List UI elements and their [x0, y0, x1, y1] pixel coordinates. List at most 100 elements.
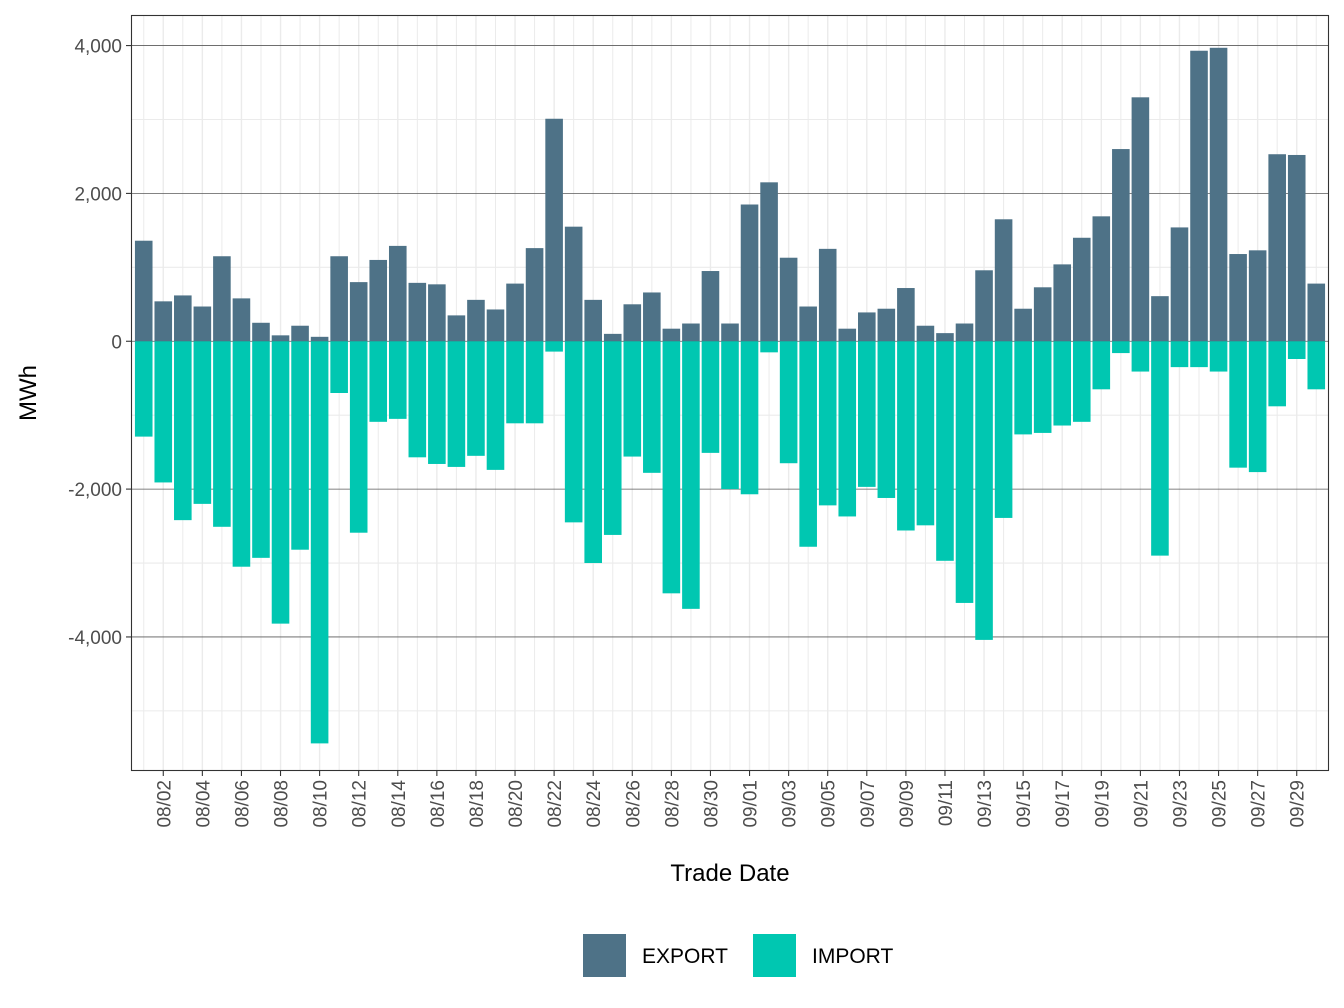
bar-import-09-04	[799, 341, 817, 547]
legend-label-import: IMPORT	[812, 945, 893, 968]
bar-export-08-02	[154, 301, 173, 342]
bar-export-09-23	[1170, 227, 1189, 342]
bar-import-09-07	[858, 341, 876, 487]
bar-export-08-20	[506, 283, 524, 342]
bar-export-09-20	[1112, 149, 1130, 342]
bar-import-09-10	[916, 341, 935, 526]
bar-export-08-24	[584, 299, 602, 342]
bar-export-09-09	[897, 288, 915, 342]
bar-import-09-24	[1190, 341, 1208, 368]
x-tick-label: 08/24	[584, 780, 605, 828]
x-tick-label: 09/23	[1170, 780, 1191, 828]
bar-export-09-08	[877, 308, 896, 342]
x-tick-label: 09/19	[1092, 780, 1113, 828]
bar-export-08-30	[701, 271, 720, 342]
bar-import-08-23	[564, 341, 583, 523]
y-tick-label: 0	[111, 332, 122, 353]
bar-export-09-01	[740, 204, 759, 342]
y-tick-label: -2,000	[68, 480, 122, 501]
bar-export-08-31	[721, 323, 739, 342]
x-axis-title: Trade Date	[670, 860, 789, 887]
bar-export-08-07	[252, 322, 270, 342]
bar-import-09-17	[1053, 341, 1072, 426]
bar-export-09-11	[936, 333, 954, 342]
x-tick-label: 08/12	[350, 780, 371, 828]
bar-import-09-20	[1112, 341, 1130, 354]
bar-import-08-26	[623, 341, 642, 457]
bar-import-08-15	[408, 341, 427, 458]
y-axis: 4,000 2,000 0 -2,000 -4,000	[68, 37, 132, 649]
bar-import-09-01	[740, 341, 759, 495]
bar-import-09-09	[897, 341, 915, 531]
bar-export-08-16	[428, 284, 446, 342]
bar-export-08-23	[564, 226, 583, 342]
x-tick-label: 09/15	[1014, 780, 1035, 828]
bar-import-08-27	[643, 341, 661, 473]
x-tick-label: 08/22	[545, 780, 566, 828]
bar-import-08-24	[584, 341, 602, 564]
bar-export-09-18	[1072, 237, 1091, 342]
bar-export-08-21	[525, 248, 544, 342]
bar-import-08-31	[721, 341, 739, 490]
x-tick-label: 08/02	[154, 780, 175, 828]
x-tick-label: 08/20	[506, 780, 527, 828]
bar-export-09-15	[1014, 308, 1032, 342]
bar-export-09-10	[916, 325, 935, 342]
y-tick-label: 4,000	[74, 37, 122, 58]
bar-export-09-07	[858, 312, 876, 342]
bar-export-09-25	[1209, 47, 1228, 342]
bar-export-09-30	[1307, 283, 1326, 342]
legend-key-export	[583, 934, 626, 977]
bar-export-08-27	[643, 292, 661, 342]
bar-import-08-30	[701, 341, 720, 453]
x-tick-label: 08/14	[389, 780, 410, 828]
bar-import-08-09	[291, 341, 309, 550]
bar-import-09-13	[975, 341, 993, 640]
x-tick-label: 08/04	[193, 780, 214, 828]
x-tick-label: 09/01	[741, 780, 762, 828]
bar-import-08-12	[349, 341, 368, 533]
bar-import-08-08	[271, 341, 290, 624]
bar-export-09-22	[1151, 296, 1169, 342]
y-axis-title: MWh	[15, 365, 42, 421]
bar-import-09-26	[1229, 341, 1247, 468]
bar-import-08-22	[545, 341, 563, 352]
bar-export-09-02	[760, 182, 778, 342]
x-tick-label: 09/07	[858, 780, 879, 828]
x-tick-label: 09/25	[1210, 780, 1231, 828]
bar-import-09-30	[1307, 341, 1326, 390]
x-tick-label: 09/29	[1288, 780, 1309, 828]
bar-import-09-25	[1209, 341, 1228, 372]
bar-export-08-28	[662, 328, 681, 342]
bar-import-08-16	[428, 341, 446, 464]
x-axis: 08/02 08/04 08/06 08/08 08/10 08/12 08/14 08/16…	[154, 770, 1309, 828]
bar-import-08-07	[252, 341, 270, 558]
bar-import-09-03	[779, 341, 798, 464]
x-tick-label: 09/13	[975, 780, 996, 828]
bar-export-08-03	[174, 295, 192, 342]
bar-import-08-29	[682, 341, 700, 609]
bar-export-08-19	[486, 309, 505, 342]
y-tick-label: -4,000	[68, 628, 122, 649]
bar-import-09-19	[1092, 341, 1111, 390]
bar-export-08-17	[447, 315, 466, 342]
x-tick-label: 09/09	[897, 780, 918, 828]
bar-import-09-08	[877, 341, 896, 498]
bar-export-08-01	[134, 240, 153, 342]
bar-export-08-26	[623, 304, 642, 342]
bar-import-09-15	[1014, 341, 1032, 435]
legend-label-export: EXPORT	[642, 945, 728, 968]
bar-export-09-13	[975, 270, 993, 342]
x-tick-label: 09/17	[1053, 780, 1074, 828]
bar-export-08-10	[310, 336, 329, 342]
bar-import-08-03	[174, 341, 192, 521]
bar-export-08-12	[349, 282, 368, 342]
bar-import-08-01	[134, 341, 153, 437]
bar-export-08-11	[330, 256, 348, 342]
bar-import-09-16	[1033, 341, 1052, 433]
bar-export-08-04	[193, 306, 212, 342]
bars	[134, 47, 1326, 744]
bar-export-09-27	[1248, 250, 1267, 342]
bar-import-08-18	[467, 341, 485, 456]
